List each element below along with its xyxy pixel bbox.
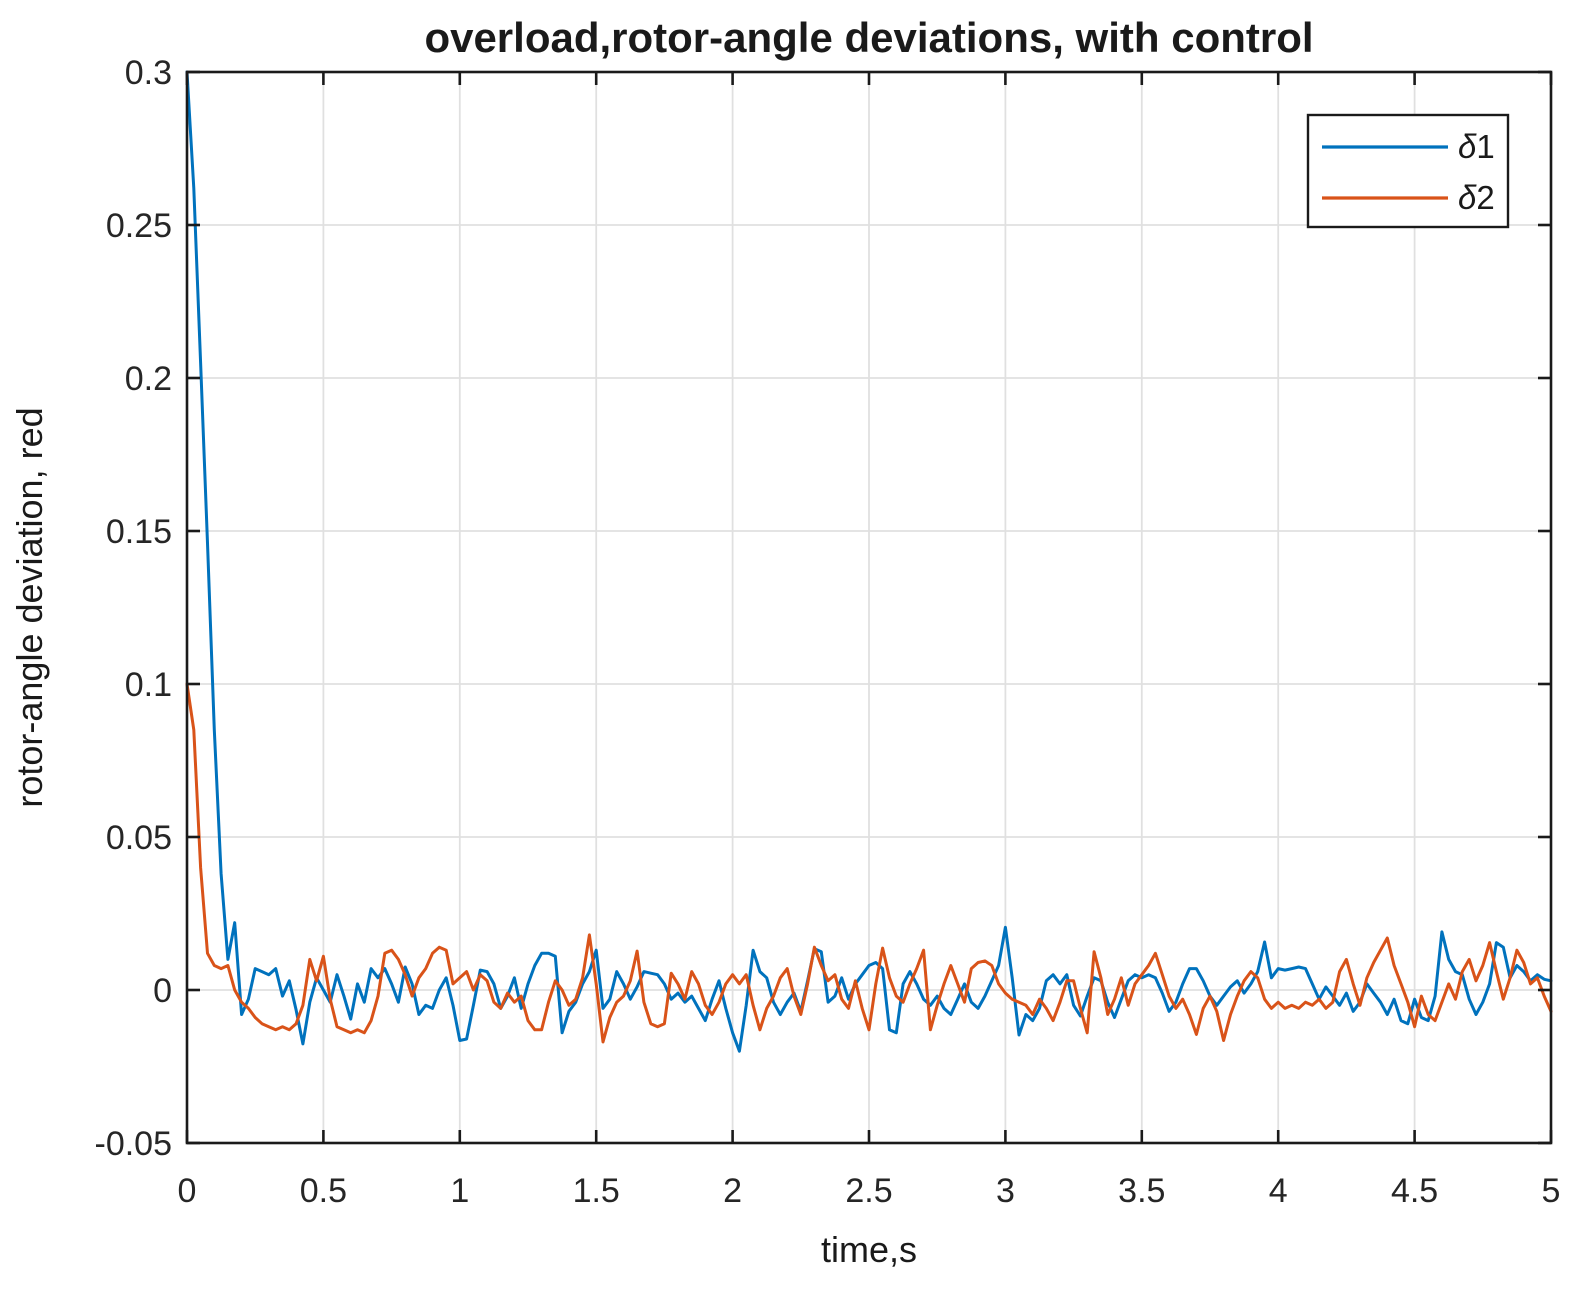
axis-ticks [185,70,1553,1145]
series-line-2 [185,682,1553,1044]
x-tick-label: 2 [723,1172,742,1210]
y-tick-label: 0.15 [106,513,172,551]
legend-entry-label-1: δ1 [1458,128,1495,165]
data-series [185,70,1553,1053]
x-tick-label: 5 [1542,1172,1561,1210]
chart-title: overload,rotor-angle deviations, with co… [424,14,1313,61]
x-tick-label: 1.5 [573,1172,620,1210]
legend-entry-label-2: δ2 [1458,179,1495,216]
y-tick-label: 0.05 [106,819,172,857]
y-tick-label: -0.05 [95,1125,173,1163]
x-tick-label: 2.5 [845,1172,892,1210]
y-tick-label: 0 [153,972,172,1010]
x-tick-label: 0.5 [300,1172,347,1210]
x-axis-label: time,s [821,1229,917,1270]
y-tick-label: 0.2 [125,360,172,398]
x-tick-label: 4.5 [1391,1172,1438,1210]
x-tick-label: 0 [178,1172,197,1210]
legend-box [1306,113,1510,229]
x-tick-label: 3.5 [1118,1172,1165,1210]
axis-tick-labels: 0 0.5 1 1.5 2 2.5 3 3.5 4 4.5 5-0.0500.050.10.150.… [95,54,1561,1210]
y-tick-label: 0.1 [125,666,172,704]
y-tick-label: 0.25 [106,207,172,245]
x-tick-label: 3 [996,1172,1015,1210]
x-tick-label: 1 [450,1172,469,1210]
y-tick-label: 0.3 [125,54,172,92]
x-tick-label: 4 [1269,1172,1288,1210]
y-axis-label: rotor-angle deviation, red [9,407,50,807]
